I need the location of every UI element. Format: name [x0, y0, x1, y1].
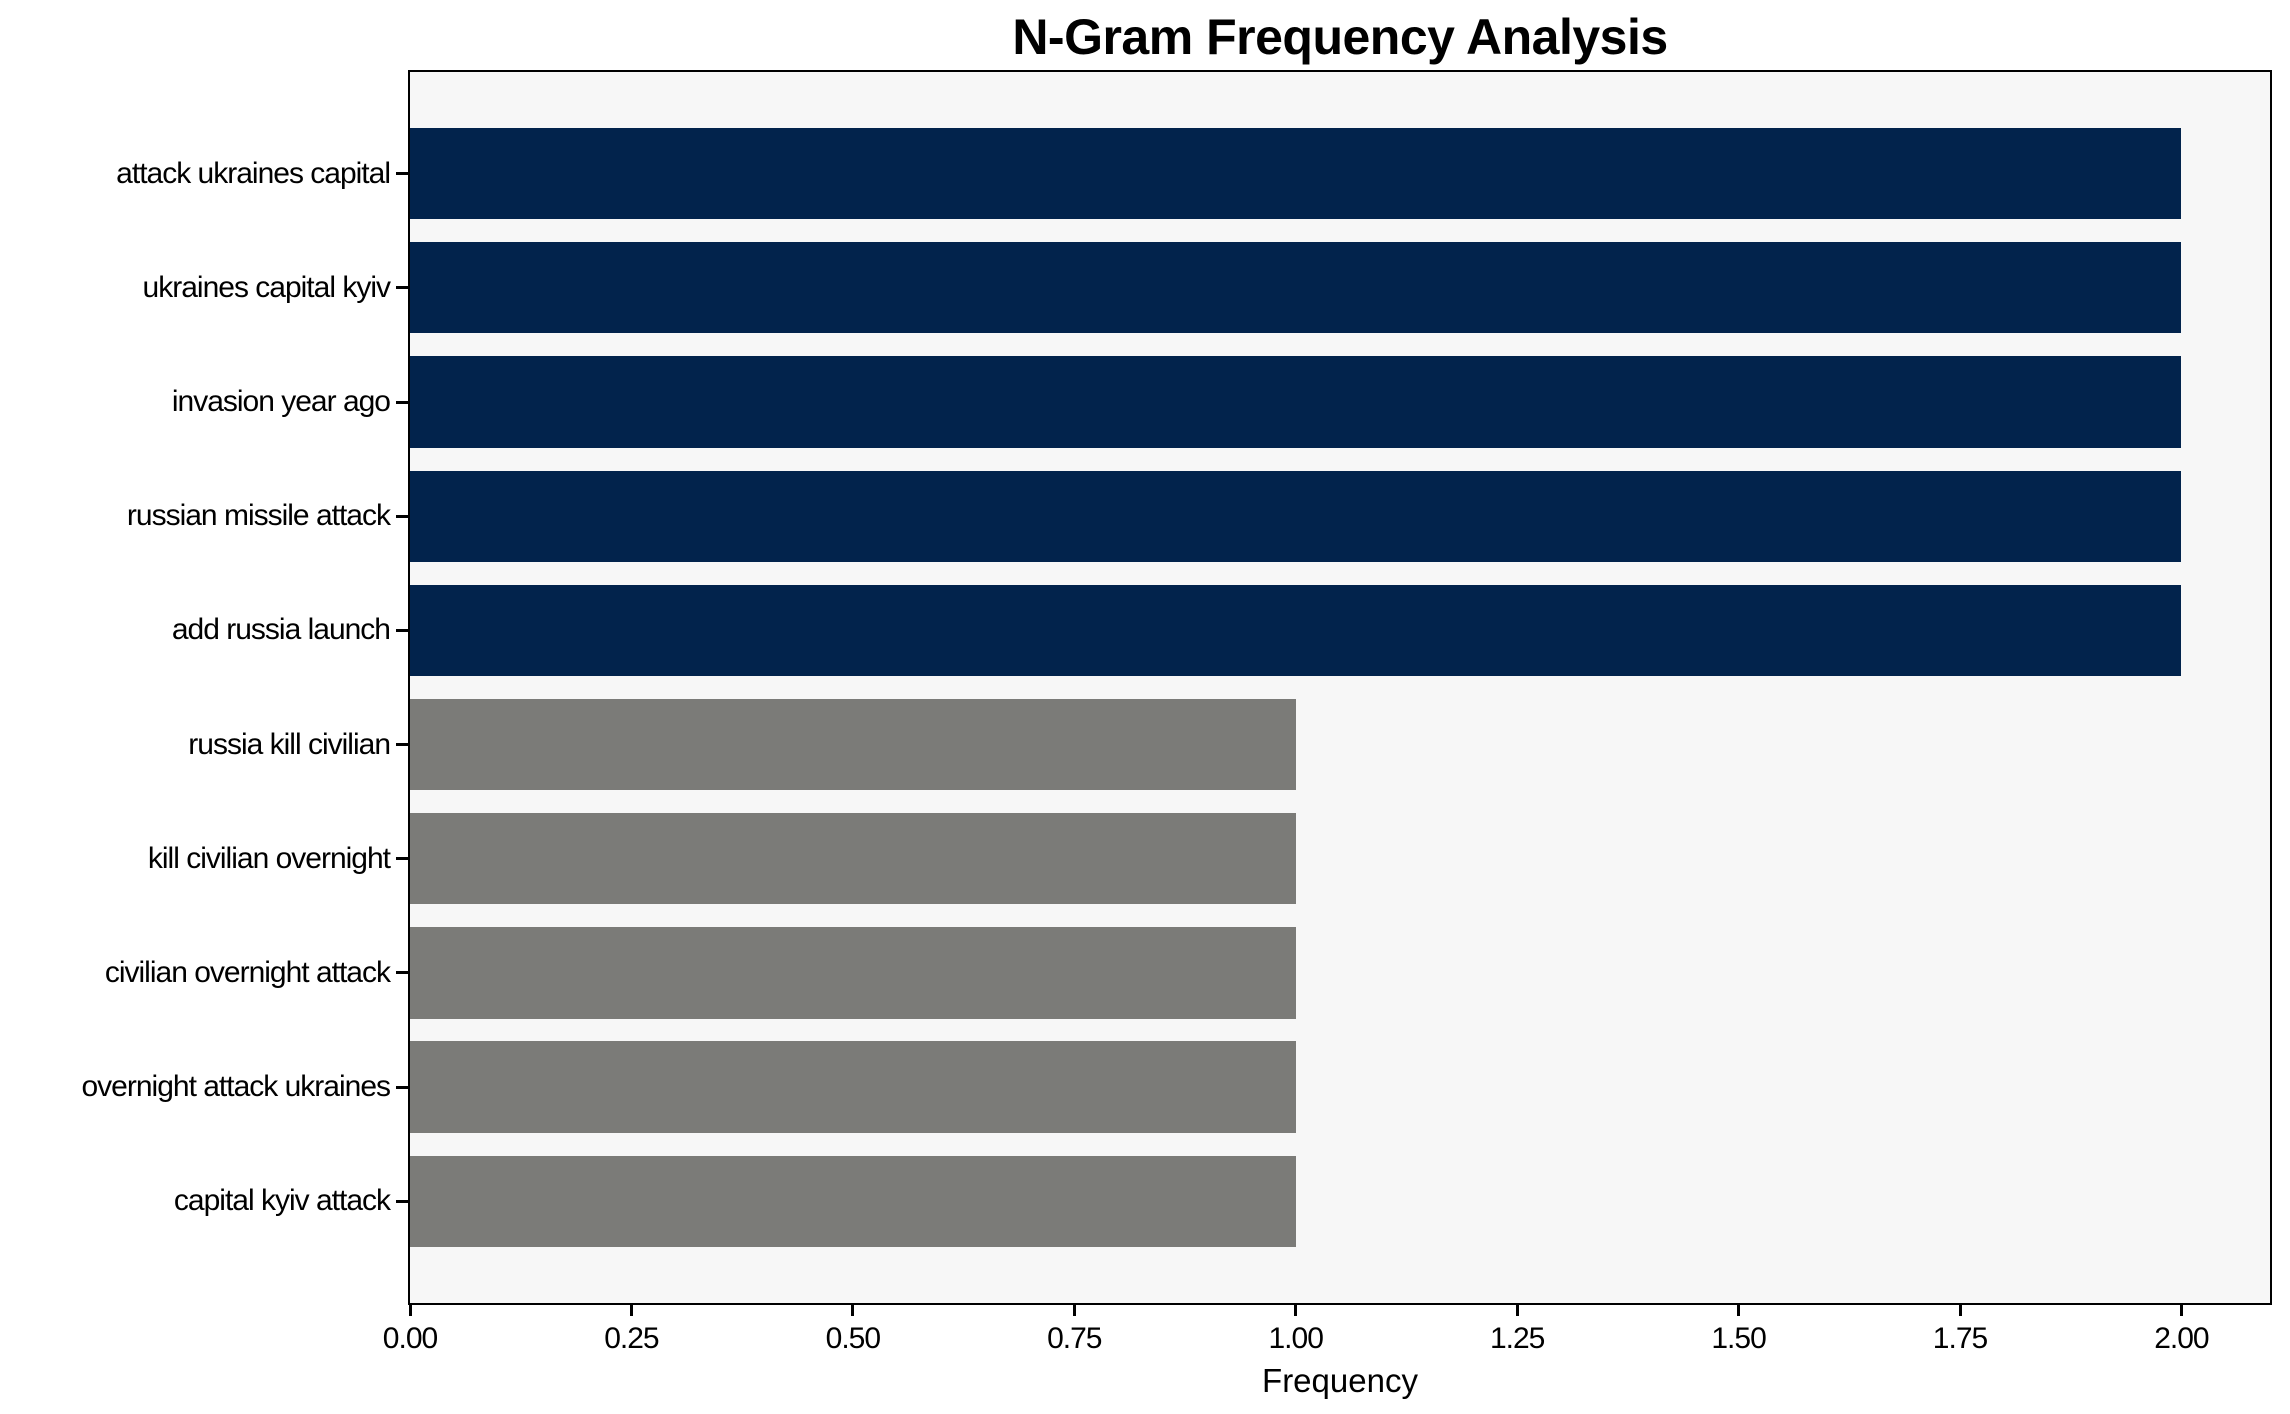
bar-russian-missile-attack	[410, 470, 2182, 562]
x-axis-title: Frequency	[1262, 1362, 1418, 1399]
y-tick-mark	[396, 857, 408, 861]
y-axis-label: capital kyiv attack	[173, 1184, 391, 1218]
y-tick-mark	[396, 743, 408, 747]
y-tick-mark	[396, 1085, 408, 1089]
y-tick-mark	[396, 1199, 408, 1203]
y-axis-label: add russia launch	[171, 613, 391, 647]
x-axis-tick-label: 1.75	[1932, 1322, 1988, 1355]
chart-title: N-Gram Frequency Analysis	[1012, 9, 1668, 65]
y-tick-mark	[396, 400, 408, 404]
bar-attack-ukraines-capital	[410, 127, 2182, 220]
x-tick-mark	[408, 1305, 412, 1316]
y-axis-label: invasion year ago	[171, 385, 391, 419]
y-axis-label: russian missile attack	[126, 499, 391, 533]
x-tick-mark	[851, 1305, 855, 1316]
y-axis-label: civilian overnight attack	[104, 955, 391, 989]
bar-ukraines-capital-kyiv	[410, 242, 2182, 334]
y-axis-label: russia kill civilian	[188, 727, 391, 761]
x-tick-mark	[2179, 1305, 2183, 1316]
y-axis-label: kill civilian overnight	[147, 841, 391, 875]
y-tick-mark	[396, 971, 408, 975]
y-axis-label: overnight attack ukraines	[81, 1070, 391, 1104]
x-tick-mark	[1958, 1305, 1962, 1316]
bar-invasion-year-ago	[410, 356, 2182, 448]
x-tick-mark	[1072, 1305, 1076, 1316]
bar-overnight-attack-ukraines	[410, 1041, 1296, 1133]
bar-capital-kyiv-attack	[410, 1155, 1296, 1248]
x-axis-tick-label: 1.50	[1711, 1322, 1766, 1355]
bar-kill-civilian-overnight	[410, 813, 1296, 905]
x-axis-tick-label: 0.75	[1047, 1322, 1102, 1355]
x-axis-tick-label: 0.25	[604, 1322, 659, 1355]
x-axis-tick-label: 1.25	[1489, 1322, 1545, 1355]
y-tick-mark	[396, 172, 408, 176]
x-axis-tick-label: 0.50	[825, 1322, 881, 1355]
y-tick-mark	[396, 514, 408, 518]
y-axis-label: attack ukraines capital	[116, 156, 391, 190]
x-tick-mark	[1294, 1305, 1298, 1316]
x-tick-mark	[1737, 1305, 1741, 1316]
bar-russia-kill-civilian	[410, 698, 1296, 791]
x-tick-mark	[629, 1305, 633, 1316]
y-tick-mark	[396, 286, 408, 290]
bar-add-russia-launch	[410, 584, 2182, 677]
y-axis-label: ukraines capital kyiv	[142, 270, 391, 304]
x-tick-mark	[1515, 1305, 1519, 1316]
x-axis-tick-label: 0.00	[382, 1322, 438, 1355]
y-tick-mark	[396, 628, 408, 632]
bar-civilian-overnight-attack	[410, 927, 1296, 1019]
x-axis-tick-label: 1.00	[1268, 1322, 1324, 1355]
x-axis-tick-label: 2.00	[2154, 1322, 2209, 1355]
